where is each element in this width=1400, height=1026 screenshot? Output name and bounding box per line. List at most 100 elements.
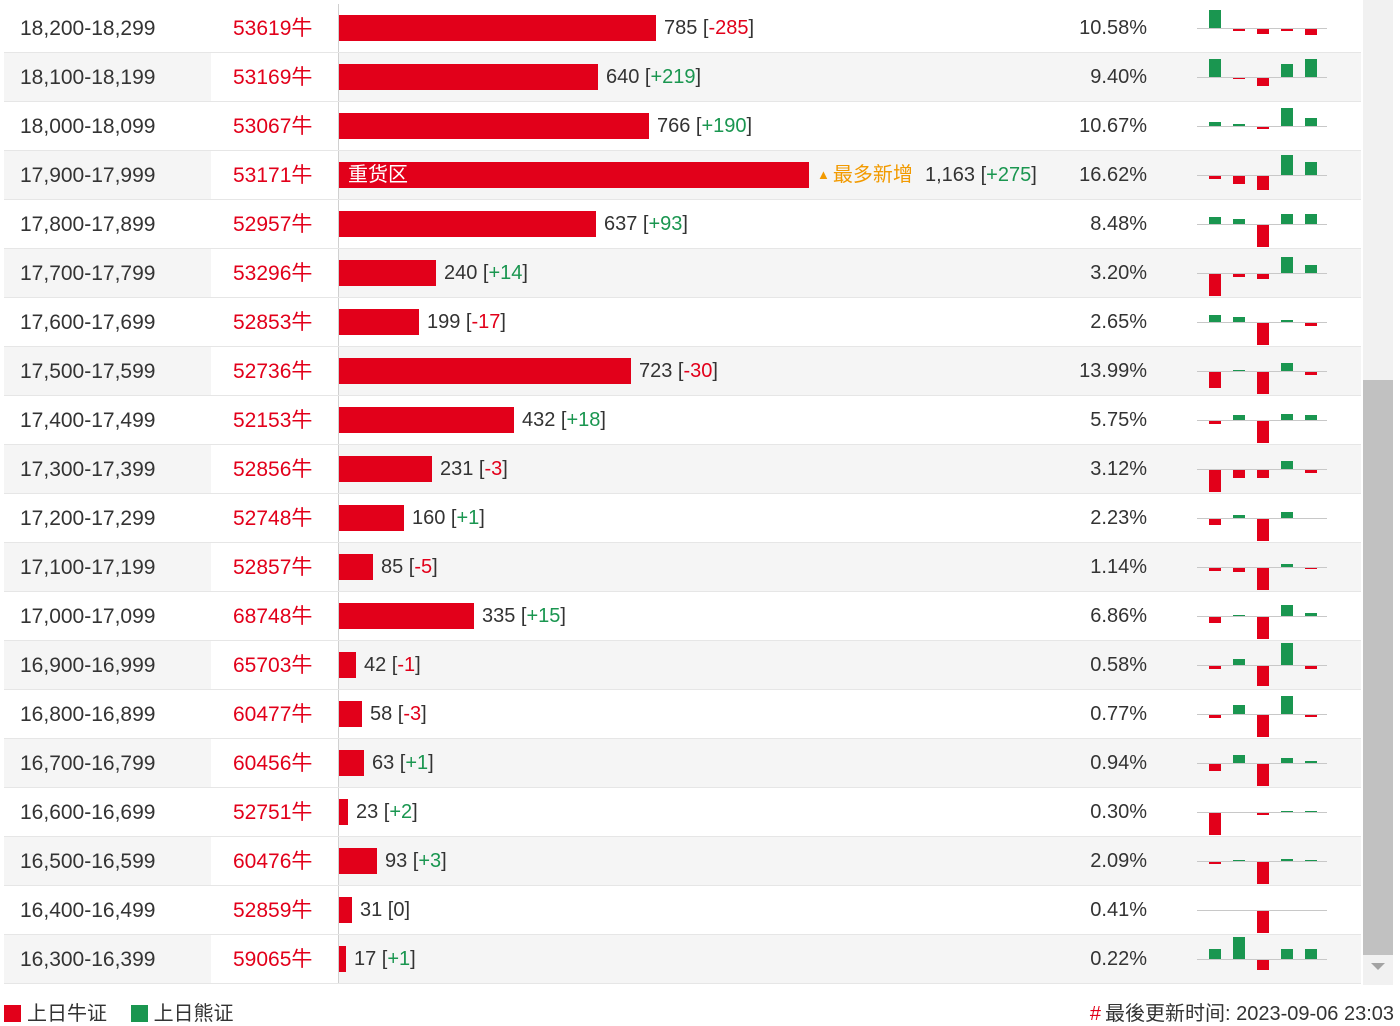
bar-axis-line: [338, 690, 339, 738]
sparkline-bar: [1257, 29, 1269, 34]
sparkline-bar: [1209, 470, 1221, 492]
table-row[interactable]: 16,900-16,999 65703牛 42 [-1] 0.58%: [4, 641, 1361, 690]
sparkline-axis: [1197, 420, 1327, 421]
table-row[interactable]: 16,300-16,399 59065牛 17 [+1] 0.22%: [4, 935, 1361, 984]
cbbc-code-link[interactable]: 59065牛: [233, 948, 313, 971]
quantity-bar: [339, 113, 649, 139]
scroll-down-arrow-icon[interactable]: [1371, 963, 1385, 970]
trend-sparkline: [1197, 53, 1327, 102]
percentage: 3.12%: [1090, 458, 1147, 480]
cbbc-code-link[interactable]: 60476牛: [233, 850, 313, 873]
warning-triangle-icon: ▲: [817, 167, 830, 182]
sparkline-bar: [1281, 564, 1293, 567]
table-row[interactable]: 17,600-17,699 52853牛 199 [-17] 2.65%: [4, 298, 1361, 347]
cbbc-code-link[interactable]: 53171牛: [233, 164, 313, 187]
cbbc-code-link[interactable]: 52736牛: [233, 360, 313, 383]
bar-axis-line: [338, 4, 339, 52]
code-cell-bg: [211, 494, 339, 542]
sparkline-bar: [1257, 323, 1269, 345]
price-range: 18,200-18,299: [20, 17, 156, 40]
cbbc-code-link[interactable]: 53296牛: [233, 262, 313, 285]
sparkline-bar: [1281, 257, 1293, 273]
sparkline-bar: [1233, 176, 1245, 184]
cbbc-code-link[interactable]: 53169牛: [233, 66, 313, 89]
bar-axis-line: [338, 543, 339, 591]
trend-sparkline: [1197, 837, 1327, 886]
cbbc-code-link[interactable]: 68748牛: [233, 605, 313, 628]
sparkline-bar: [1257, 470, 1269, 478]
sparkline-bar: [1257, 617, 1269, 639]
table-row[interactable]: 16,500-16,599 60476牛 93 [+3] 2.09%: [4, 837, 1361, 886]
cbbc-code-link[interactable]: 52751牛: [233, 801, 313, 824]
quantity-value: 432 [+18]: [522, 396, 606, 445]
price-range: 17,000-17,099: [20, 605, 156, 628]
table-row[interactable]: 16,600-16,699 52751牛 23 [+2] 0.30%: [4, 788, 1361, 837]
bar-axis-line: [338, 249, 339, 297]
bracket-close: ]: [695, 66, 702, 88]
cbbc-code-link[interactable]: 52859牛: [233, 899, 313, 922]
quantity-bar: [339, 358, 631, 384]
table-row[interactable]: 17,900-17,999 53171牛 重货区 ▲ 最多新增 1,163 [+275] 1…: [4, 151, 1361, 200]
sparkline-bar: [1305, 715, 1317, 717]
table-row[interactable]: 18,000-18,099 53067牛 766 [+190] 10.67%: [4, 102, 1361, 151]
trend-sparkline: [1197, 102, 1327, 151]
sparkline-bar: [1305, 415, 1317, 420]
code-cell-bg: [211, 151, 339, 199]
sparkline-bar: [1281, 949, 1293, 959]
sparkline-bar: [1257, 862, 1269, 884]
table-row[interactable]: 17,700-17,799 53296牛 240 [+14] 3.20%: [4, 249, 1361, 298]
price-range: 18,100-18,199: [20, 66, 156, 89]
sparkline-bar: [1257, 78, 1269, 86]
sparkline-bar: [1305, 59, 1317, 77]
bracket-close: ]: [682, 213, 688, 235]
table-row[interactable]: 17,500-17,599 52736牛 723 [-30] 13.99%: [4, 347, 1361, 396]
table-row[interactable]: 16,800-16,899 60477牛 58 [-3] 0.77%: [4, 690, 1361, 739]
most-increase-badge: ▲ 最多新增: [817, 151, 913, 201]
sparkline-bar: [1233, 370, 1245, 371]
percentage: 2.23%: [1090, 507, 1147, 529]
sparkline-bar: [1209, 862, 1221, 864]
cbbc-code-link[interactable]: 52853牛: [233, 311, 313, 334]
table-row[interactable]: 17,200-17,299 52748牛 160 [+1] 2.23%: [4, 494, 1361, 543]
table-row[interactable]: 17,800-17,899 52957牛 637 [+93] 8.48%: [4, 200, 1361, 249]
cbbc-code-link[interactable]: 52957牛: [233, 213, 313, 236]
percentage: 5.75%: [1090, 409, 1147, 431]
table-row[interactable]: 18,100-18,199 53169牛 640 [+219] 9.40%: [4, 53, 1361, 102]
sparkline-bar: [1233, 860, 1245, 861]
cbbc-code-link[interactable]: 53619牛: [233, 17, 313, 40]
trend-sparkline: [1197, 690, 1327, 739]
sparkline-axis: [1197, 567, 1327, 568]
quantity-bar: [339, 750, 364, 776]
table-row[interactable]: 17,100-17,199 52857牛 85 [-5] 1.14%: [4, 543, 1361, 592]
table-row[interactable]: 16,700-16,799 60456牛 63 [+1] 0.94%: [4, 739, 1361, 788]
cbbc-code-link[interactable]: 65703牛: [233, 654, 313, 677]
bar-axis-line: [338, 739, 339, 787]
percentage: 2.65%: [1090, 311, 1147, 333]
table-row[interactable]: 17,000-17,099 68748牛 335 [+15] 6.86%: [4, 592, 1361, 641]
quantity-number: 785 [: [664, 17, 709, 39]
percentage: 0.41%: [1090, 899, 1147, 921]
sparkline-bar: [1233, 659, 1245, 665]
bracket-close: ]: [502, 458, 508, 480]
table-row[interactable]: 16,400-16,499 52859牛 31 [0] 0.41%: [4, 886, 1361, 935]
bull-swatch-icon: [4, 1005, 21, 1022]
cbbc-code-link[interactable]: 53067牛: [233, 115, 313, 138]
sparkline-axis: [1197, 371, 1327, 372]
cbbc-code-link[interactable]: 52748牛: [233, 507, 313, 530]
code-cell-bg: [211, 690, 339, 738]
quantity-number: 31 [: [360, 899, 394, 921]
cbbc-code-link[interactable]: 60456牛: [233, 752, 313, 775]
scrollbar-thumb[interactable]: [1363, 380, 1393, 955]
cbbc-code-link[interactable]: 52856牛: [233, 458, 313, 481]
cbbc-code-link[interactable]: 52153牛: [233, 409, 313, 432]
table-row[interactable]: 17,300-17,399 52856牛 231 [-3] 3.12%: [4, 445, 1361, 494]
percentage: 6.86%: [1090, 605, 1147, 627]
trend-sparkline: [1197, 543, 1327, 592]
table-row[interactable]: 17,400-17,499 52153牛 432 [+18] 5.75%: [4, 396, 1361, 445]
sparkline-bar: [1209, 519, 1221, 525]
hash-icon: #: [1089, 1003, 1101, 1025]
cbbc-code-link[interactable]: 60477牛: [233, 703, 313, 726]
quantity-bar: [339, 505, 404, 531]
cbbc-code-link[interactable]: 52857牛: [233, 556, 313, 579]
table-row[interactable]: 18,200-18,299 53619牛 785 [-285] 10.58%: [4, 4, 1361, 53]
